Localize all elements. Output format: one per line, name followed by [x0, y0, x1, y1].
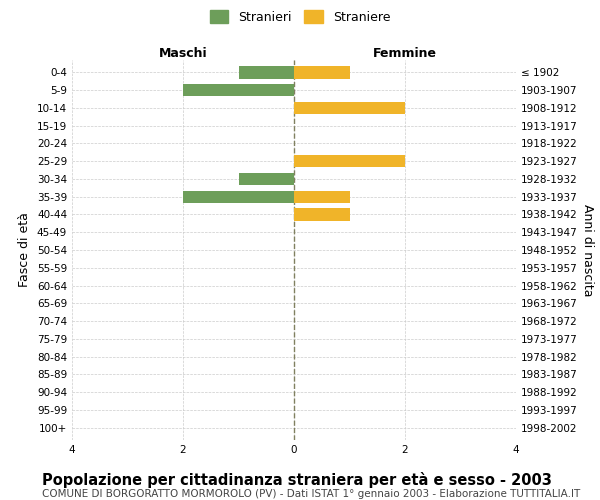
Bar: [239, 66, 294, 78]
Y-axis label: Anni di nascita: Anni di nascita: [581, 204, 594, 296]
Text: Maschi: Maschi: [158, 47, 208, 60]
Bar: [294, 190, 349, 203]
Text: Femmine: Femmine: [373, 47, 437, 60]
Bar: [294, 102, 405, 114]
Bar: [294, 66, 349, 78]
Bar: [294, 155, 405, 168]
Text: Popolazione per cittadinanza straniera per età e sesso - 2003: Popolazione per cittadinanza straniera p…: [42, 472, 552, 488]
Bar: [294, 208, 349, 220]
Legend: Stranieri, Straniere: Stranieri, Straniere: [206, 6, 394, 28]
Bar: [239, 173, 294, 185]
Y-axis label: Fasce di età: Fasce di età: [19, 212, 31, 288]
Bar: [183, 84, 294, 96]
Text: COMUNE DI BORGORATTO MORMOROLO (PV) - Dati ISTAT 1° gennaio 2003 - Elaborazione : COMUNE DI BORGORATTO MORMOROLO (PV) - Da…: [42, 489, 580, 499]
Bar: [183, 190, 294, 203]
